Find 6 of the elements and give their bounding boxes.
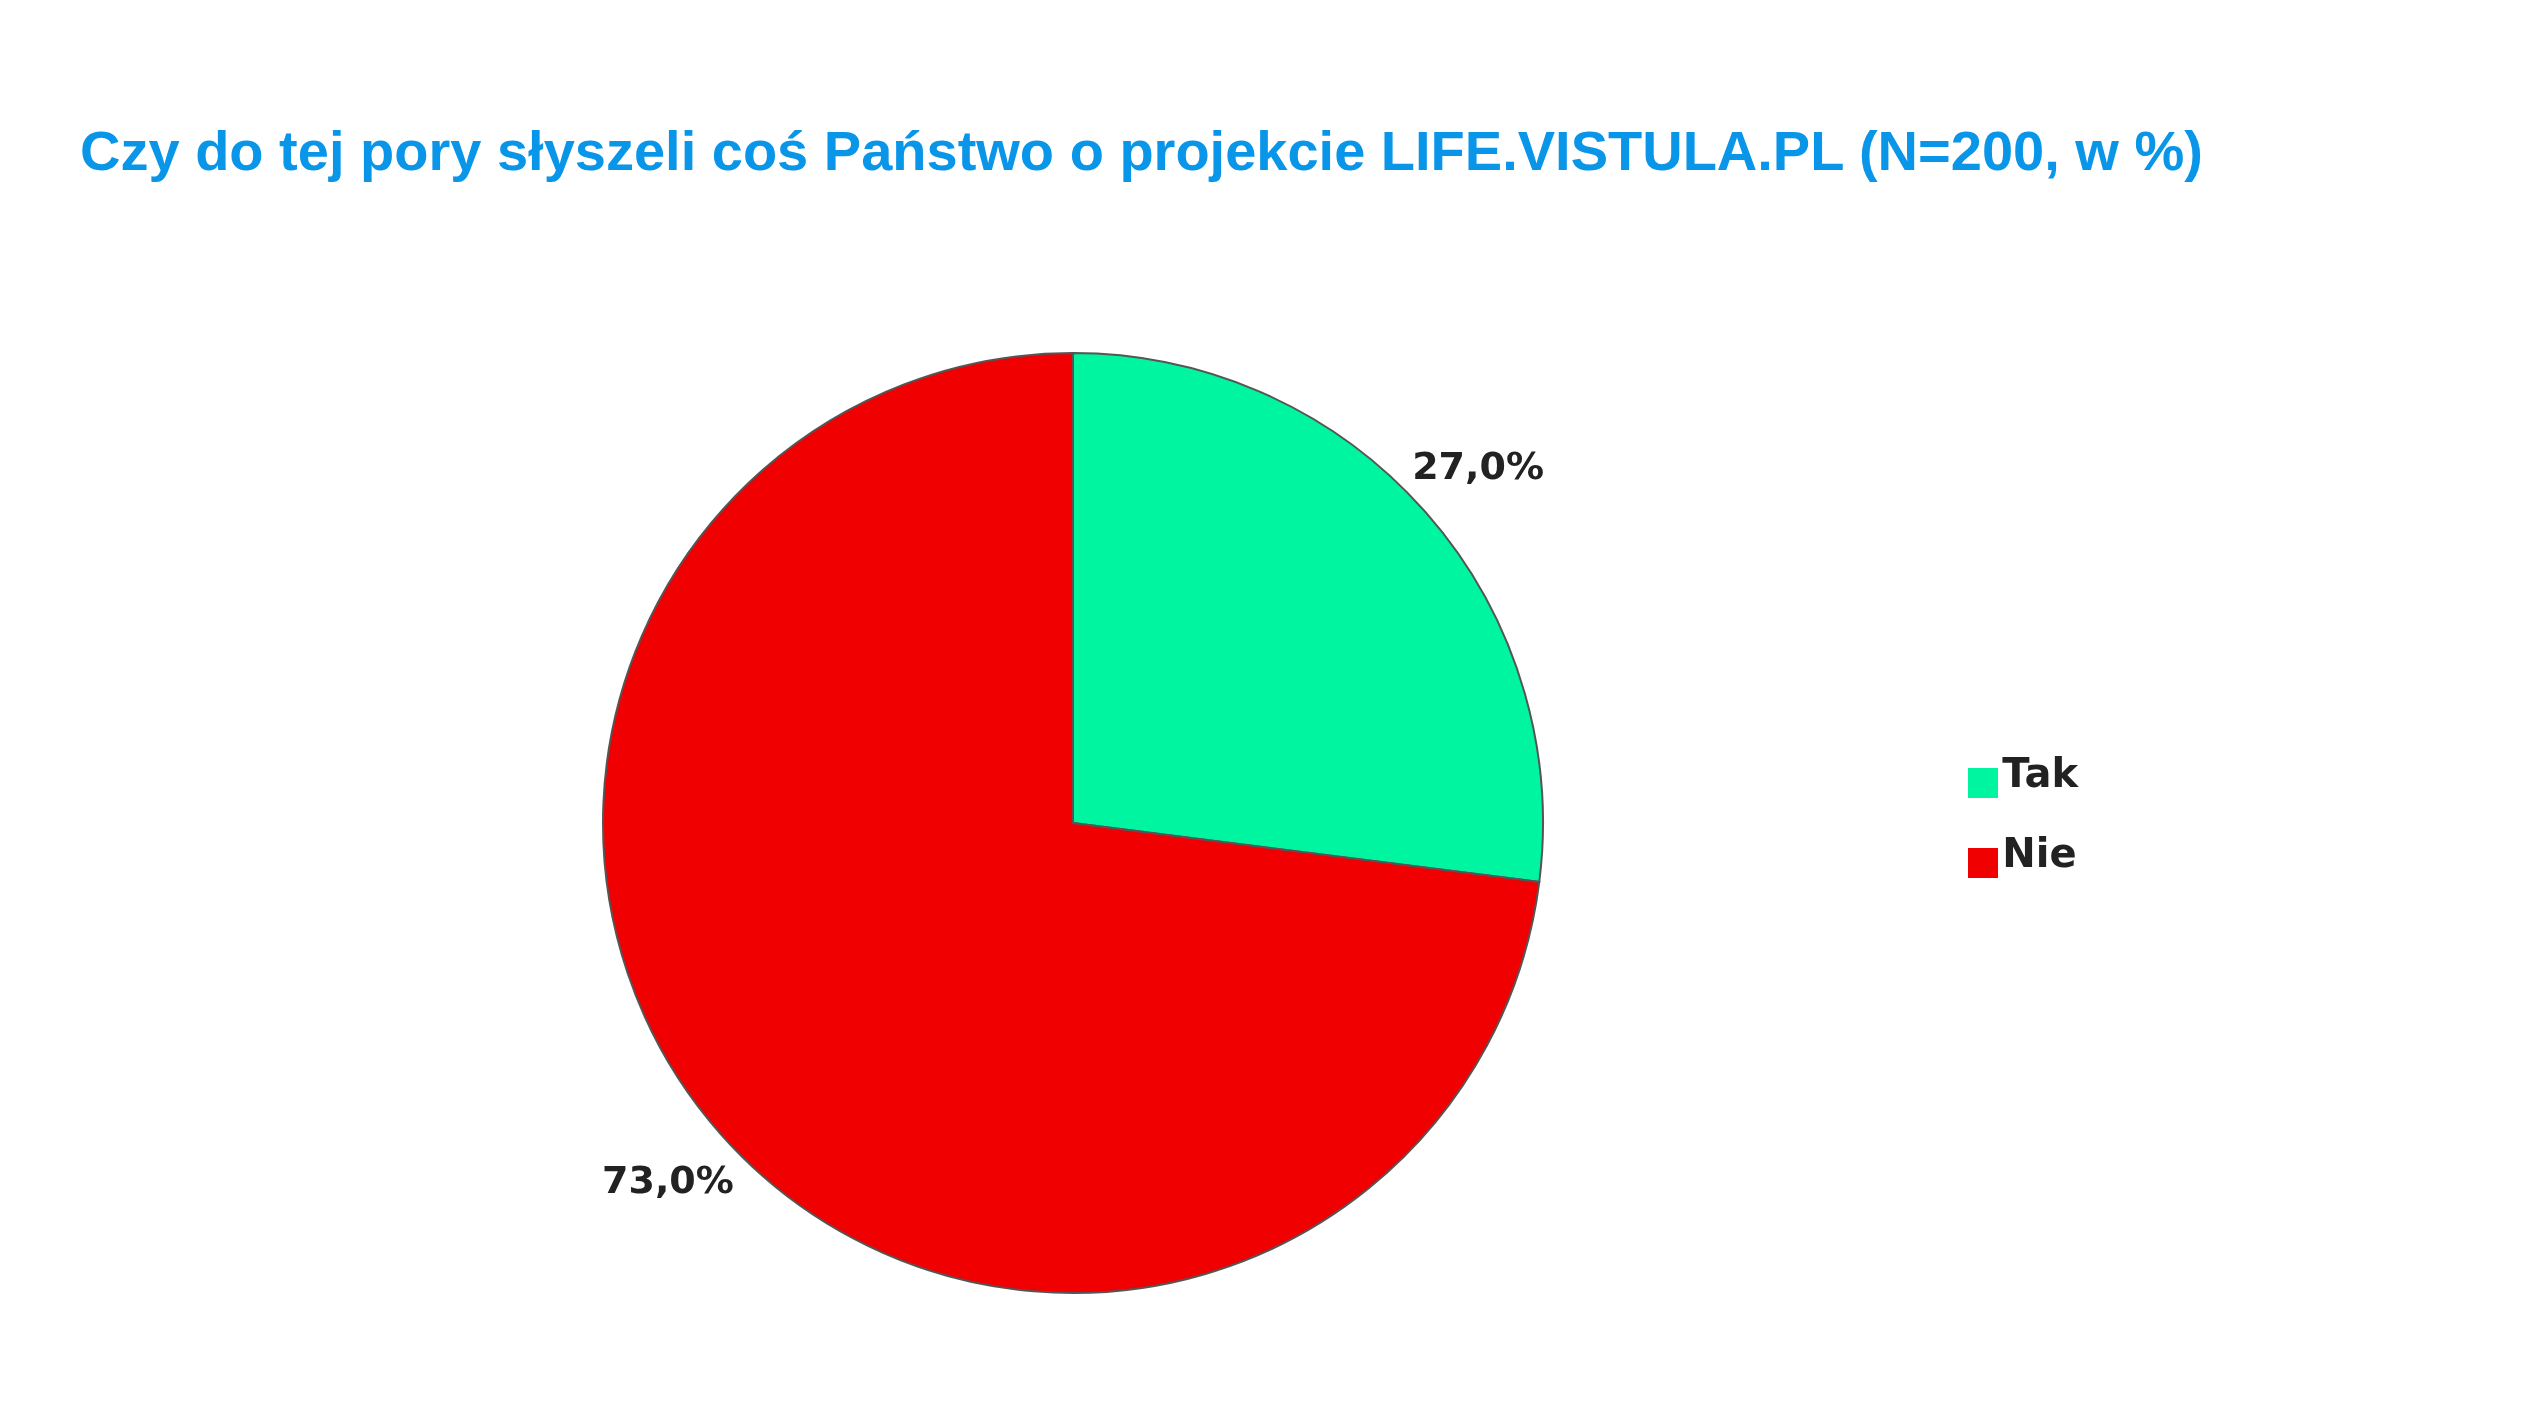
pie-slice bbox=[602, 352, 1541, 1294]
chart-title: Czy do tej pory słyszeli coś Państwo o projekcie LIFE.VISTULA.PL (N=200, w %) bbox=[79, 118, 2204, 184]
data-label: 27,0% bbox=[1412, 443, 1544, 488]
legend-label: Nie bbox=[2002, 830, 2077, 876]
data-label: 73,0% bbox=[602, 1158, 734, 1203]
legend-label: Tak bbox=[2002, 750, 2078, 796]
